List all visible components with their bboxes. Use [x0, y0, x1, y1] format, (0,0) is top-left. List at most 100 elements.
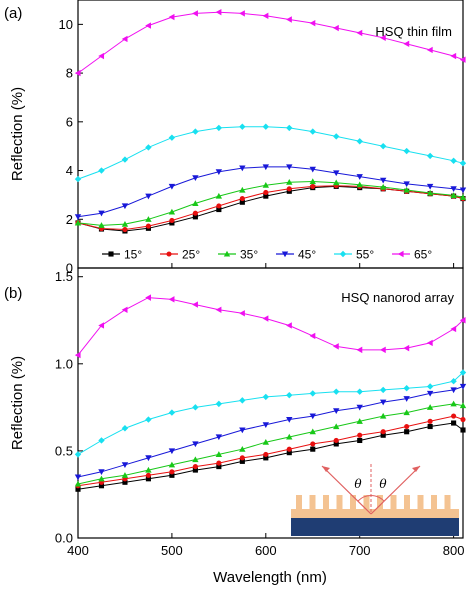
data-point: [379, 142, 387, 150]
substrate-layer: [291, 518, 459, 536]
nanorod: [431, 495, 437, 509]
series-line: [77, 372, 464, 455]
data-point: [450, 52, 457, 60]
data-point: [98, 222, 105, 228]
data-point: [286, 416, 293, 423]
data-point: [74, 175, 82, 183]
data-point: [192, 301, 198, 308]
data-point: [427, 423, 433, 430]
data-point: [169, 472, 175, 478]
legend-swatch-marker: [281, 251, 289, 258]
data-point: [168, 13, 175, 21]
data-point: [215, 124, 223, 132]
data-point: [333, 437, 339, 444]
panel-a-y-ticks: 0 2 4 6 8 10: [59, 17, 83, 276]
data-point: [121, 306, 128, 314]
data-point: [192, 467, 198, 473]
data-point: [75, 486, 81, 492]
data-point: [379, 412, 387, 419]
data-point: [404, 429, 410, 435]
data-point: [145, 466, 152, 473]
data-point: [168, 448, 176, 455]
data-point: [286, 124, 293, 132]
legend-label: 35°: [240, 248, 258, 262]
nanorod: [296, 495, 302, 509]
data-point: [145, 455, 152, 462]
series-line: [77, 11, 464, 74]
data-point: [357, 432, 363, 438]
panel-a-annotation: HSQ thin film: [375, 24, 452, 39]
series-line: [77, 185, 464, 231]
nanorod: [417, 495, 424, 509]
data-point: [459, 402, 467, 409]
series-line: [77, 403, 464, 485]
data-point: [263, 193, 269, 199]
incident-angle-label: θ: [354, 477, 362, 491]
data-point: [426, 152, 434, 160]
panel-b-annotation: HSQ nanorod array: [341, 290, 454, 305]
data-point: [356, 29, 363, 37]
data-point: [145, 223, 151, 229]
data-point: [309, 166, 316, 173]
data-point: [450, 400, 457, 407]
data-point: [262, 164, 270, 171]
data-point: [379, 177, 387, 184]
data-point: [192, 464, 198, 470]
data-point: [74, 351, 81, 359]
panel-a-legend: 15° 25° 35° 45° 55° 65°: [102, 248, 432, 262]
data-point: [263, 451, 269, 457]
series-line: [77, 166, 464, 218]
y-tick-label: 0.5: [55, 443, 73, 458]
data-point: [215, 192, 223, 199]
data-point: [74, 451, 82, 458]
x-tick-label: 600: [255, 543, 277, 558]
data-point: [451, 420, 457, 426]
data-point: [239, 196, 245, 202]
y-tick-label: 0.0: [55, 531, 73, 546]
panel-b-x-ticks: 400 500 600 700 800: [67, 533, 464, 558]
data-point: [262, 12, 269, 20]
data-point: [121, 156, 129, 163]
data-point: [192, 441, 199, 448]
data-point: [168, 208, 176, 215]
data-point: [403, 384, 410, 392]
data-point: [239, 458, 245, 464]
nanorod: [390, 495, 397, 509]
data-point: [333, 388, 340, 395]
data-point: [333, 133, 340, 140]
data-point: [309, 390, 316, 397]
data-point: [426, 183, 434, 190]
data-point: [98, 475, 105, 482]
nanorods: [296, 495, 451, 509]
data-point: [379, 346, 386, 354]
data-point: [215, 169, 223, 175]
data-point: [333, 423, 340, 430]
data-point: [286, 164, 293, 171]
data-point: [262, 438, 270, 445]
data-point: [262, 422, 270, 428]
data-point: [286, 450, 292, 456]
data-point: [310, 441, 316, 447]
data-point: [262, 315, 269, 322]
legend-swatch-marker: [397, 250, 404, 258]
data-point: [121, 35, 128, 43]
data-point: [356, 138, 363, 145]
data-point: [459, 187, 467, 194]
data-point: [426, 46, 433, 54]
data-point: [310, 183, 316, 189]
data-point: [403, 181, 410, 188]
data-point: [168, 296, 175, 303]
incident-arrowhead: [322, 466, 330, 472]
data-point: [215, 434, 223, 441]
series-line: [77, 415, 464, 487]
data-point: [215, 8, 222, 16]
series-line: [77, 180, 464, 226]
legend-label: 65°: [414, 248, 432, 262]
legend-label: 45°: [298, 248, 316, 262]
legend-swatch-marker: [339, 250, 347, 258]
data-point: [98, 469, 105, 476]
y-tick-label: 10: [59, 17, 73, 32]
nanorod: [444, 495, 451, 509]
data-point: [379, 183, 387, 190]
panel-a-x-ticks: [77, 263, 455, 268]
